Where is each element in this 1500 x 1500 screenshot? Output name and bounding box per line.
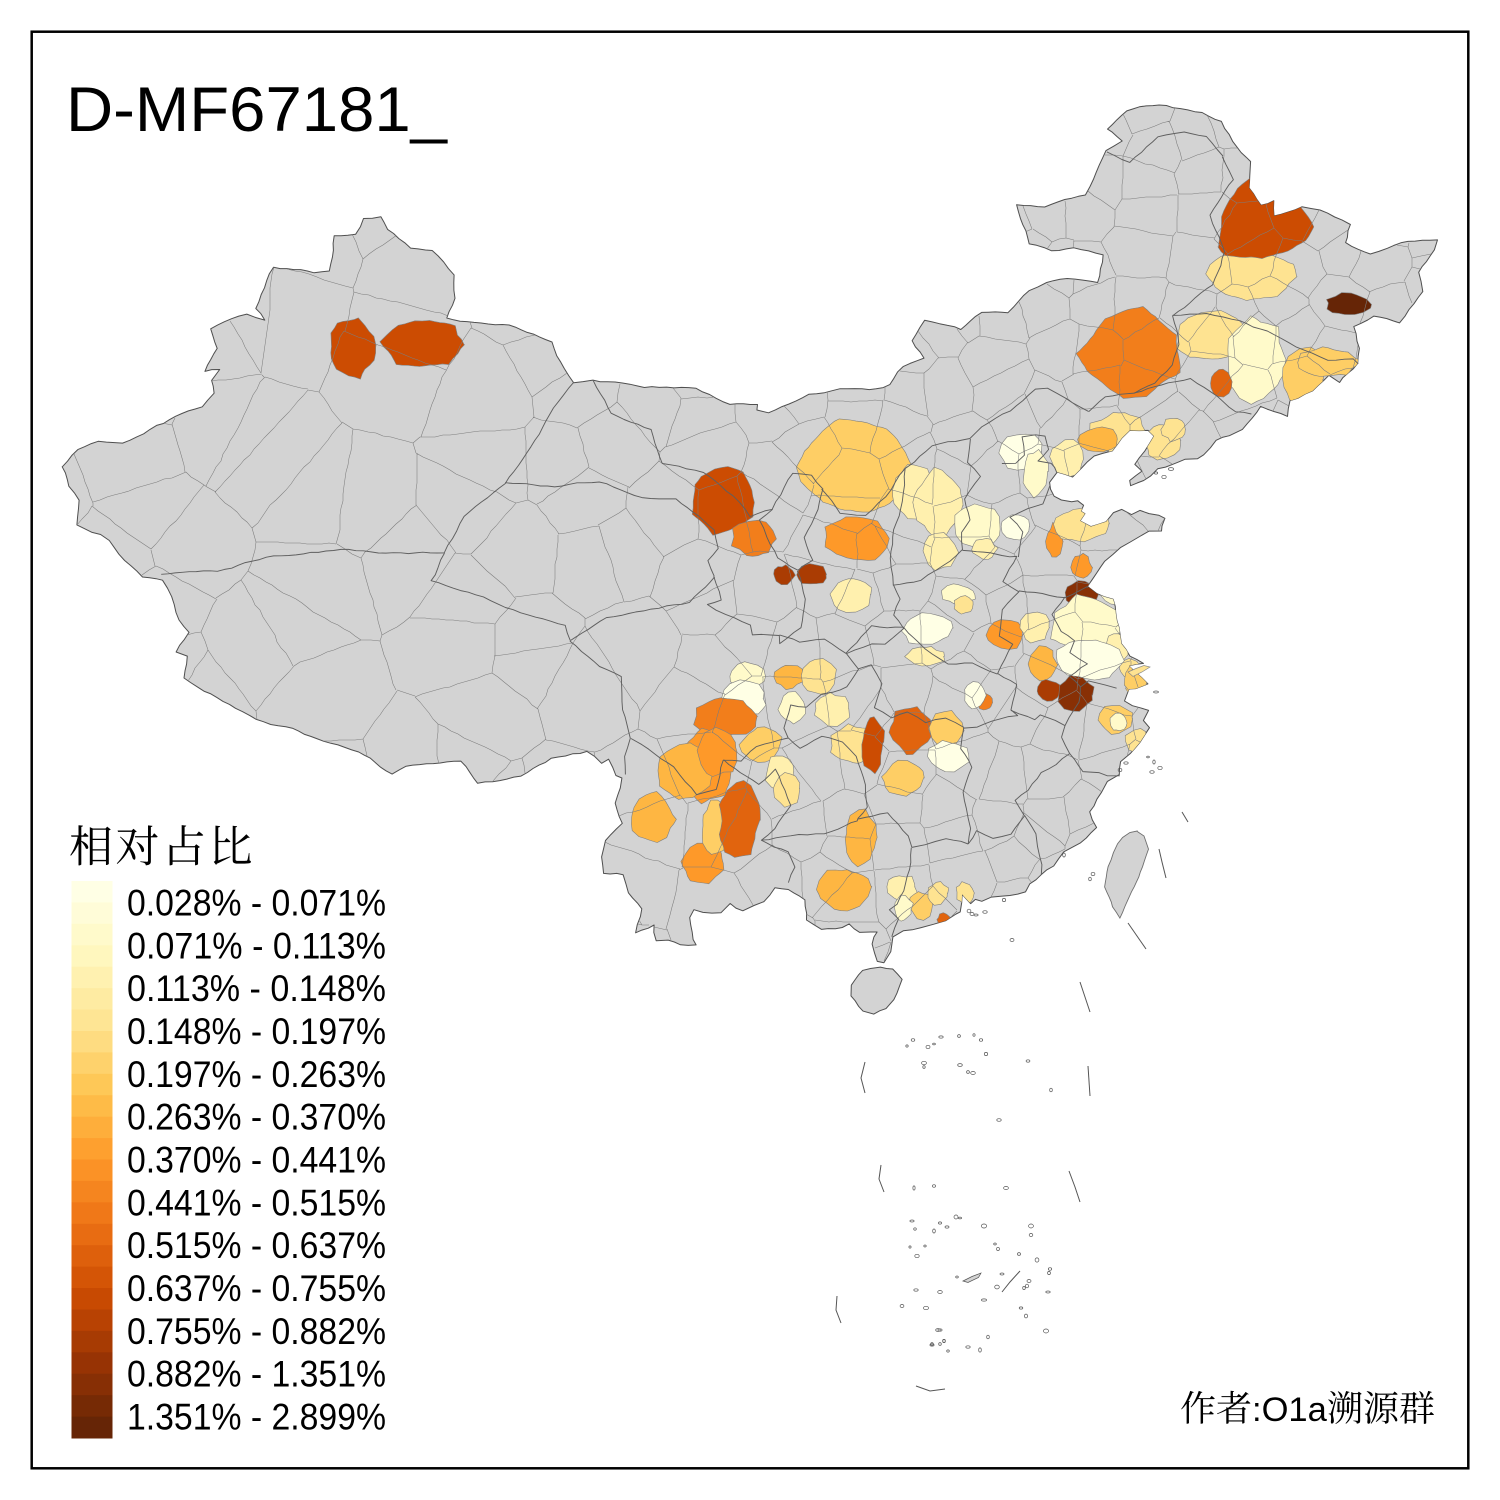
svg-text:0.755% - 0.882%: 0.755% - 0.882% (127, 1311, 386, 1352)
svg-text:0.637% - 0.755%: 0.637% - 0.755% (127, 1268, 386, 1309)
svg-text:D-MF67181_: D-MF67181_ (66, 75, 448, 145)
svg-text:0.441% - 0.515%: 0.441% - 0.515% (127, 1182, 386, 1223)
svg-text:0.370% - 0.441%: 0.370% - 0.441% (127, 1140, 386, 1181)
svg-text:0.113% - 0.148%: 0.113% - 0.148% (127, 968, 386, 1009)
svg-text:1.351% - 2.899%: 1.351% - 2.899% (127, 1397, 386, 1438)
svg-text:0.071% - 0.113%: 0.071% - 0.113% (127, 925, 386, 966)
svg-text:0.882% - 1.351%: 0.882% - 1.351% (127, 1354, 386, 1395)
svg-text:0.028% - 0.071%: 0.028% - 0.071% (127, 882, 386, 923)
svg-text:0.515% - 0.637%: 0.515% - 0.637% (127, 1225, 386, 1266)
svg-text:0.197% - 0.263%: 0.197% - 0.263% (127, 1054, 386, 1095)
svg-text:0.148% - 0.197%: 0.148% - 0.197% (127, 1011, 386, 1052)
svg-text::O1a: :O1a (1252, 1391, 1328, 1429)
svg-text:0.263% - 0.370%: 0.263% - 0.370% (127, 1097, 386, 1138)
